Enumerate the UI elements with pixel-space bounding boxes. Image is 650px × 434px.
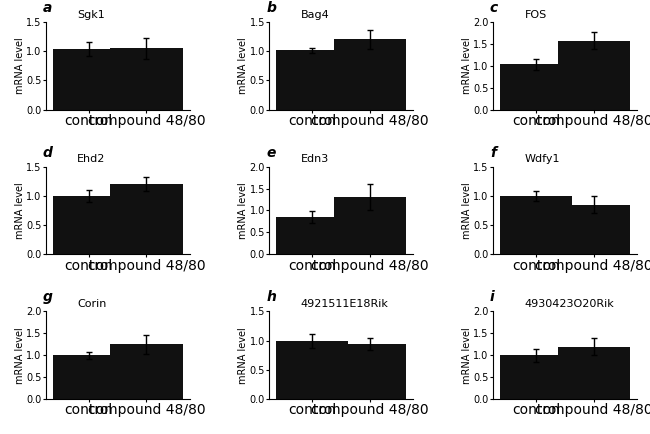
- Bar: [276, 217, 348, 254]
- Text: i: i: [490, 290, 495, 304]
- Y-axis label: mRNA level: mRNA level: [238, 37, 248, 94]
- Y-axis label: mRNA level: mRNA level: [462, 327, 472, 384]
- Bar: [334, 344, 406, 399]
- Text: c: c: [490, 1, 498, 15]
- Y-axis label: mRNA level: mRNA level: [14, 37, 25, 94]
- Text: g: g: [43, 290, 53, 304]
- Bar: [558, 205, 630, 254]
- Text: Edn3: Edn3: [301, 155, 329, 164]
- Bar: [558, 41, 630, 109]
- Bar: [276, 50, 348, 109]
- Bar: [558, 347, 630, 399]
- Text: Sgk1: Sgk1: [77, 10, 105, 20]
- Text: e: e: [266, 145, 276, 160]
- Y-axis label: mRNA level: mRNA level: [238, 182, 248, 239]
- Bar: [53, 196, 125, 254]
- Text: d: d: [43, 145, 53, 160]
- Bar: [334, 39, 406, 109]
- Y-axis label: mRNA level: mRNA level: [14, 182, 25, 239]
- Text: Ehd2: Ehd2: [77, 155, 105, 164]
- Text: h: h: [266, 290, 276, 304]
- Y-axis label: mRNA level: mRNA level: [462, 182, 472, 239]
- Text: b: b: [266, 1, 276, 15]
- Text: 4930423O20Rik: 4930423O20Rik: [525, 299, 614, 309]
- Y-axis label: mRNA level: mRNA level: [238, 327, 248, 384]
- Text: f: f: [490, 145, 496, 160]
- Bar: [334, 197, 406, 254]
- Bar: [111, 48, 183, 109]
- Bar: [53, 355, 125, 399]
- Bar: [276, 341, 348, 399]
- Bar: [500, 196, 572, 254]
- Y-axis label: mRNA level: mRNA level: [462, 37, 472, 94]
- Bar: [111, 184, 183, 254]
- Text: Wdfy1: Wdfy1: [525, 155, 560, 164]
- Bar: [53, 49, 125, 109]
- Y-axis label: mRNA level: mRNA level: [14, 327, 25, 384]
- Text: 4921511E18Rik: 4921511E18Rik: [301, 299, 389, 309]
- Text: a: a: [43, 1, 52, 15]
- Text: Bag4: Bag4: [301, 10, 330, 20]
- Bar: [111, 345, 183, 399]
- Text: Corin: Corin: [77, 299, 107, 309]
- Text: FOS: FOS: [525, 10, 547, 20]
- Bar: [500, 64, 572, 109]
- Bar: [500, 355, 572, 399]
